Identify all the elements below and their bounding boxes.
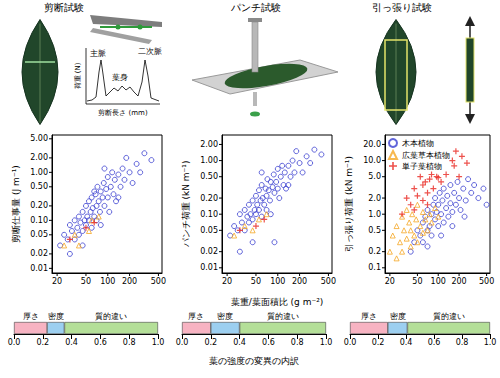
svg-text:100: 100 xyxy=(431,277,446,286)
svg-text:0.0: 0.0 xyxy=(176,338,189,347)
svg-text:0.10: 0.10 xyxy=(200,210,218,219)
svg-text:0.8: 0.8 xyxy=(123,338,136,347)
svg-text:2.00: 2.00 xyxy=(30,153,48,162)
svg-text:1.0: 1.0 xyxy=(152,338,165,347)
svg-text:葉の強度の変異の内訳: 葉の強度の変異の内訳 xyxy=(209,356,299,366)
svg-text:50: 50 xyxy=(81,277,91,286)
svg-text:0.4: 0.4 xyxy=(65,338,78,347)
svg-text:5.00: 5.00 xyxy=(30,134,48,143)
svg-text:引っ張り荷重 (kN m⁻¹): 引っ張り荷重 (kN m⁻¹) xyxy=(344,156,354,252)
svg-text:100: 100 xyxy=(270,277,285,286)
svg-text:パンチ試験: パンチ試験 xyxy=(230,2,281,13)
svg-text:20: 20 xyxy=(52,277,62,286)
svg-text:密度: 密度 xyxy=(390,312,406,321)
svg-text:葉重/葉面積比 (g m⁻²): 葉重/葉面積比 (g m⁻²) xyxy=(231,297,324,307)
svg-text:0.20: 0.20 xyxy=(30,201,48,210)
svg-text:200: 200 xyxy=(122,277,137,286)
svg-text:0.0: 0.0 xyxy=(344,338,357,347)
svg-text:0.50: 0.50 xyxy=(200,172,218,181)
svg-text:0.4: 0.4 xyxy=(233,338,246,347)
svg-text:0.6: 0.6 xyxy=(262,338,275,347)
svg-text:0.6: 0.6 xyxy=(94,338,107,347)
svg-text:200: 200 xyxy=(292,277,307,286)
svg-text:0.1: 0.1 xyxy=(368,263,381,272)
svg-text:主脈: 主脈 xyxy=(90,49,106,58)
svg-text:密度: 密度 xyxy=(217,312,233,321)
svg-text:0.20: 0.20 xyxy=(200,194,218,203)
svg-text:厚さ: 厚さ xyxy=(23,312,39,321)
svg-text:0.02: 0.02 xyxy=(200,247,218,256)
svg-text:500: 500 xyxy=(479,277,494,286)
svg-text:0.8: 0.8 xyxy=(291,338,304,347)
svg-text:1.0: 1.0 xyxy=(368,210,381,219)
svg-text:0.05: 0.05 xyxy=(200,226,218,235)
svg-text:広葉草本植物: 広葉草本植物 xyxy=(402,151,450,160)
svg-text:引っ張り試験: 引っ張り試験 xyxy=(372,2,432,13)
svg-text:荷重 (N): 荷重 (N) xyxy=(74,62,82,89)
svg-text:0.05: 0.05 xyxy=(30,230,48,239)
svg-text:剪断長さ (mm): 剪断長さ (mm) xyxy=(98,109,148,117)
svg-text:50: 50 xyxy=(251,277,261,286)
svg-text:質的違い: 質的違い xyxy=(95,312,127,321)
svg-text:1.0: 1.0 xyxy=(320,338,333,347)
svg-text:20: 20 xyxy=(385,277,395,286)
svg-text:10.0: 10.0 xyxy=(363,156,381,165)
svg-text:0.6: 0.6 xyxy=(428,338,441,347)
svg-text:0.2: 0.2 xyxy=(368,247,381,256)
svg-text:0.5: 0.5 xyxy=(368,226,381,235)
svg-text:0.2: 0.2 xyxy=(204,338,217,347)
svg-text:パンチ荷重 (kN m⁻¹): パンチ荷重 (kN m⁻¹) xyxy=(181,161,191,249)
svg-text:100: 100 xyxy=(100,277,115,286)
svg-text:0.2: 0.2 xyxy=(372,338,385,347)
svg-text:0.02: 0.02 xyxy=(30,249,48,258)
svg-text:0.10: 0.10 xyxy=(30,216,48,225)
svg-text:木本植物: 木本植物 xyxy=(402,139,434,148)
svg-text:密度: 密度 xyxy=(48,312,64,321)
svg-text:2.0: 2.0 xyxy=(368,194,381,203)
svg-text:0.4: 0.4 xyxy=(400,338,413,347)
svg-text:50: 50 xyxy=(412,277,422,286)
svg-text:1.00: 1.00 xyxy=(30,168,48,177)
svg-text:2.00: 2.00 xyxy=(200,140,218,149)
svg-text:質的違い: 質的違い xyxy=(433,312,465,321)
svg-text:単子葉植物: 単子葉植物 xyxy=(402,162,442,171)
svg-text:剪断仕事量 (J m⁻¹): 剪断仕事量 (J m⁻¹) xyxy=(11,165,21,243)
svg-text:1.0: 1.0 xyxy=(484,338,497,347)
svg-text:1.00: 1.00 xyxy=(200,156,218,165)
svg-text:0.0: 0.0 xyxy=(8,338,21,347)
svg-text:500: 500 xyxy=(321,277,336,286)
svg-text:0.8: 0.8 xyxy=(456,338,469,347)
svg-text:5.0: 5.0 xyxy=(368,172,381,181)
svg-text:厚さ: 厚さ xyxy=(188,312,204,321)
svg-text:500: 500 xyxy=(151,277,166,286)
svg-text:20.0: 20.0 xyxy=(363,140,381,149)
svg-text:20: 20 xyxy=(222,277,232,286)
svg-text:剪断試験: 剪断試験 xyxy=(44,2,84,13)
svg-text:0.01: 0.01 xyxy=(200,263,218,272)
svg-text:0.50: 0.50 xyxy=(30,182,48,191)
svg-text:0.2: 0.2 xyxy=(36,338,49,347)
svg-text:二次脈: 二次脈 xyxy=(138,47,162,56)
svg-text:厚さ: 厚さ xyxy=(361,312,377,321)
svg-text:質的違い: 質的違い xyxy=(267,312,299,321)
svg-text:200: 200 xyxy=(451,277,466,286)
svg-text:葉身: 葉身 xyxy=(112,73,128,82)
svg-text:0.01: 0.01 xyxy=(30,264,48,273)
